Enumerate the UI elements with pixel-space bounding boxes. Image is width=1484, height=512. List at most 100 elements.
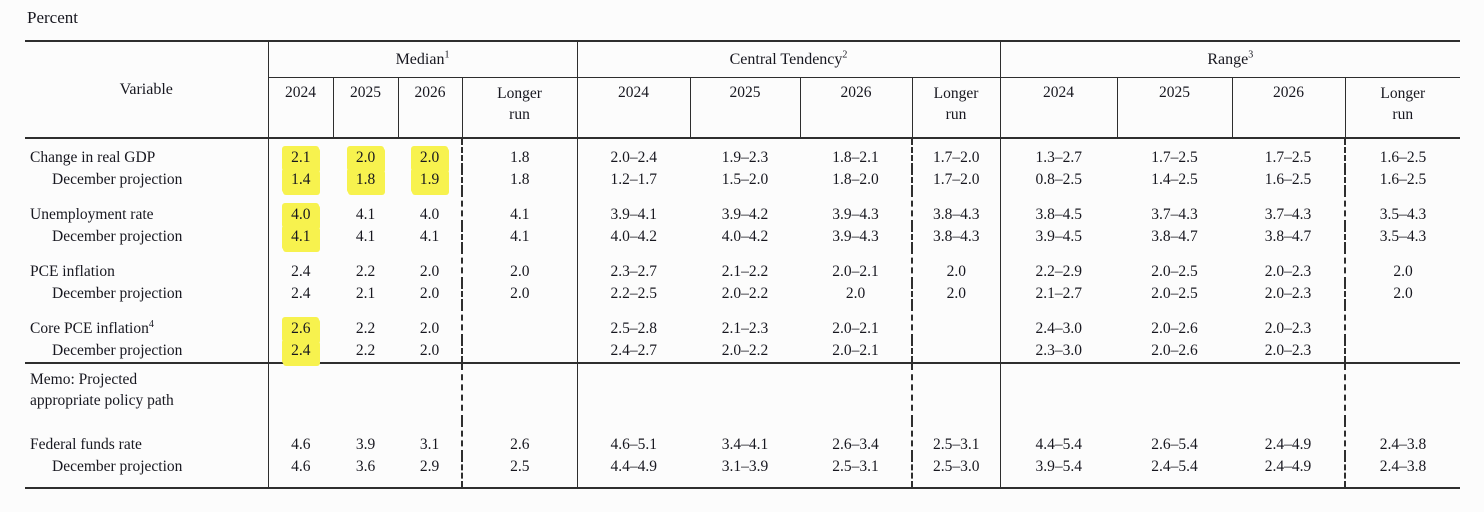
central-2026-cell: 3.9–4.3 <box>800 226 912 248</box>
median-2024-cell: 1.4 <box>267 168 333 193</box>
cell-value: 1.7–2.0 <box>933 149 980 166</box>
row-label-text: Federal funds rate <box>30 436 142 453</box>
row-label: Memo: Projected appropriate policy path <box>25 362 269 421</box>
median-2026-cell: 4.0 <box>398 191 462 226</box>
cell-value: 2.1–2.2 <box>721 263 769 280</box>
row-label-text: December projection <box>52 285 183 302</box>
cell-value: 2.6 <box>282 317 320 342</box>
median-longer-run-cell: 4.1 <box>461 226 577 248</box>
range-longer-run-cell: 2.0 <box>1344 283 1461 305</box>
cell-value: 3.8–4.7 <box>1264 228 1312 245</box>
row-label: December projection <box>25 283 269 305</box>
cell-value: 2.0–2.6 <box>1151 342 1198 359</box>
cell-value: 4.0 <box>419 206 440 223</box>
range-2025-header: 2025 <box>1116 77 1233 139</box>
cell-value: 2.4 <box>291 263 311 280</box>
cell-value: 1.3–2.7 <box>1035 149 1083 166</box>
range-2025-cell <box>1117 362 1233 421</box>
range-2026-cell: 1.7–2.5 <box>1232 138 1345 169</box>
cell-value: 2.0–2.2 <box>721 285 769 302</box>
cell-value: 2.2–2.5 <box>610 285 658 302</box>
cell-value: 2.6 <box>510 436 530 453</box>
cell-value: 2.0–2.3 <box>1264 320 1312 337</box>
central-2025-cell: 3.4–4.1 <box>690 421 800 456</box>
median-longer-run-cell: 2.0 <box>461 248 577 283</box>
median-longer-run-cell: 1.8 <box>461 138 577 169</box>
median-longer-run-cell: 1.8 <box>461 169 577 191</box>
cell-value: 2.3–3.0 <box>1035 342 1083 359</box>
cell-value: 2.0–2.1 <box>832 263 879 280</box>
cell-value: 4.1 <box>419 228 440 245</box>
central-2026-cell: 2.6–3.4 <box>800 421 912 456</box>
cell-value: 1.6–2.5 <box>1379 171 1427 188</box>
range-2026-cell: 1.6–2.5 <box>1232 169 1345 191</box>
range-2026-cell: 2.0–2.3 <box>1232 305 1345 340</box>
cell-value: 2.5–3.0 <box>933 458 980 475</box>
central-2026-cell: 3.9–4.3 <box>800 191 912 226</box>
row-label: December projection <box>25 456 269 488</box>
cell-value: 2.0–2.1 <box>832 320 879 337</box>
central-2025-header: 2025 <box>689 77 800 139</box>
median-2025-cell <box>333 362 398 421</box>
cell-value: 2.0 <box>419 285 440 302</box>
median-2024-cell: 2.1 <box>267 138 333 171</box>
median-2026-cell: 2.0 <box>398 138 462 171</box>
cell-value: 1.9 <box>410 168 449 193</box>
central-2024-cell: 3.9–4.1 <box>576 191 690 226</box>
december-projection-row: December projection 2.4 2.1 2.0 2.0 2.2–2.5 2.… <box>25 283 1461 305</box>
row-label: Core PCE inflation4 <box>25 305 269 340</box>
range-2025-cell: 1.7–2.5 <box>1117 138 1232 169</box>
central-2024-cell <box>576 362 690 421</box>
cell-value: 3.8–4.3 <box>933 206 980 223</box>
range-longer-run-cell: 2.4–3.8 <box>1344 421 1461 456</box>
median-2025-cell: 2.2 <box>333 340 398 363</box>
cell-value: 3.1 <box>419 436 440 453</box>
cell-value: 2.4–3.0 <box>1035 320 1083 337</box>
variable-row: Federal funds rate 4.6 3.9 3.1 2.6 4.6–5.1 3.4… <box>25 421 1461 456</box>
cell-value: 2.1 <box>282 146 320 171</box>
central-2024-cell: 1.2–1.7 <box>576 169 690 191</box>
central-longer-run-cell: 2.5–3.1 <box>910 421 1001 456</box>
cell-value: 3.9–4.2 <box>721 206 769 223</box>
central-2024-cell: 4.0–4.2 <box>576 226 690 248</box>
december-projection-row: December projection 1.4 1.8 1.9 1.8 1.2–1.7 1.… <box>25 168 1461 193</box>
row-label: Unemployment rate <box>25 191 269 226</box>
group-label: Central Tendency <box>729 50 843 68</box>
median-2024-cell: 2.4 <box>267 283 333 305</box>
range-2024-cell: 2.4–3.0 <box>999 305 1118 340</box>
cell-value: 2.5–2.8 <box>610 320 658 337</box>
cell-value: 1.8 <box>346 168 385 193</box>
cell-value: 4.4–5.4 <box>1035 436 1083 453</box>
cell-value: 2.0 <box>510 285 530 302</box>
range-longer-run-header: Longer run <box>1344 77 1461 139</box>
range-2025-cell: 2.0–2.6 <box>1117 305 1232 340</box>
cell-value: 4.1 <box>510 206 530 223</box>
median-2026-cell <box>398 362 462 421</box>
group-header-median: Median1 <box>267 41 577 78</box>
cell-value: 4.6 <box>291 436 311 453</box>
row-label-text: December projection <box>52 458 183 475</box>
median-2026-cell: 1.9 <box>398 168 462 193</box>
cell-value: 3.7–4.3 <box>1264 206 1312 223</box>
range-2025-cell: 2.4–5.4 <box>1117 456 1232 488</box>
range-2025-cell: 2.0–2.5 <box>1117 283 1232 305</box>
range-2024-cell: 4.4–5.4 <box>999 421 1118 456</box>
median-2025-cell: 2.1 <box>333 283 398 305</box>
cell-value: 1.7–2.5 <box>1264 149 1312 166</box>
cell-value: 2.0 <box>946 263 966 280</box>
range-2024-cell: 2.2–2.9 <box>999 248 1118 283</box>
cell-value: 4.1 <box>355 206 376 223</box>
cell-value: 2.0–2.5 <box>1151 285 1198 302</box>
variable-row: Core PCE inflation4 2.6 2.2 2.0 2.5–2.8 2.1–2… <box>25 305 1461 342</box>
median-2024-header: 2024 <box>268 77 333 139</box>
cell-value: 1.4–2.5 <box>1151 171 1198 188</box>
median-longer-run-cell: 2.6 <box>461 421 577 456</box>
units-label: Percent <box>27 8 78 27</box>
central-2026-cell: 1.8–2.1 <box>800 138 912 169</box>
cell-value: 2.1 <box>355 285 376 302</box>
group-header-row: Variable Median1 Central Tendency2 Range… <box>25 41 1461 139</box>
range-longer-run-cell: 2.0 <box>1344 248 1461 283</box>
row-label-text: December projection <box>52 342 183 359</box>
cell-value: 4.1 <box>355 228 376 245</box>
median-2026-cell: 3.1 <box>398 421 462 456</box>
